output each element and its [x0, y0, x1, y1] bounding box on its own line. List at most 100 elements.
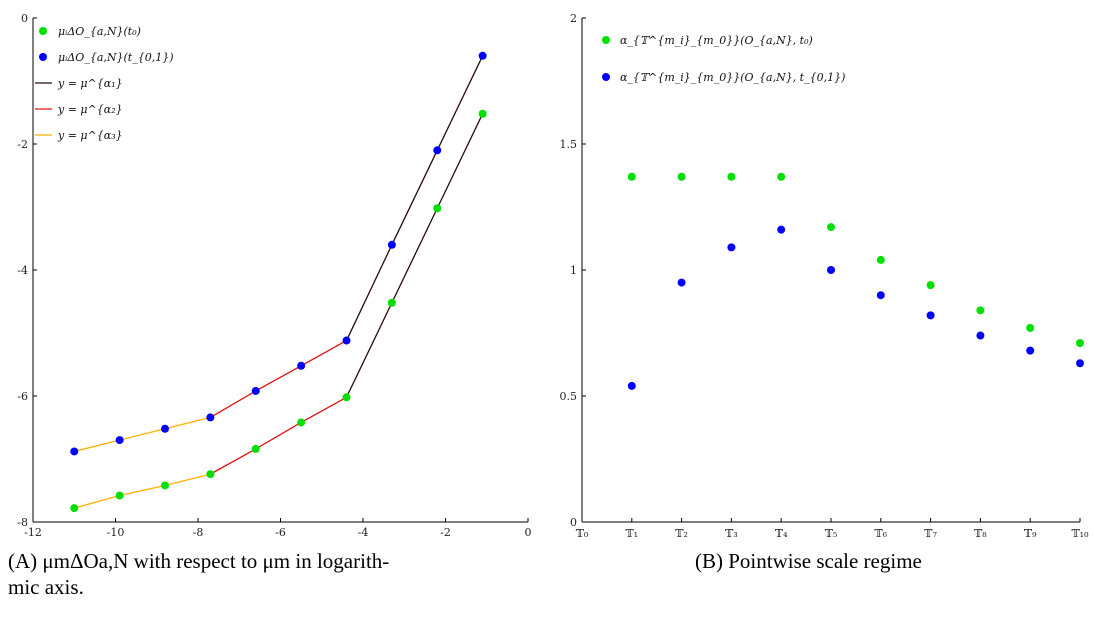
data-point	[297, 418, 306, 427]
legend-label: α_{𝕋^{m_i}_{m_0}}(O_{a,N}, t₀)	[620, 34, 813, 47]
data-point	[777, 225, 786, 234]
legend-label: y = μ^{α₂}	[57, 103, 123, 116]
chart-b-legend: α_{𝕋^{m_i}_{m_0}}(O_{a,N}, t₀) α_{𝕋^{m_i}…	[602, 34, 845, 84]
chart-a-data-points	[70, 51, 487, 513]
data-point	[206, 413, 215, 422]
data-point	[926, 281, 935, 290]
log-scale-line-chart: -12 -10 -8 -6 -4 -2 00-2-4-6-8 μᵢΔO_{a,N}(t₀)μ…	[17, 12, 531, 539]
data-point	[115, 491, 124, 500]
caption-b-text: Pointwise scale regime	[728, 549, 922, 573]
caption-b-tag: (B)	[695, 549, 723, 573]
data-point	[627, 172, 636, 181]
fit-line-y	[210, 396, 347, 475]
x-tick-label: 𝕋₁₀	[1071, 527, 1089, 540]
fit-line-y	[210, 339, 347, 418]
legend-label: y = μ^{α₃}	[57, 129, 123, 142]
data-point	[161, 481, 169, 490]
chart-b-axes: 𝕋₀ 𝕋₁ 𝕋₂ 𝕋₃ 𝕋₄ 𝕋₅ 𝕋₆ 𝕋₇ 𝕋₈ 𝕋₉ 𝕋₁₀ 0 0.5 1 1.5 2	[560, 12, 1090, 540]
legend-marker	[39, 53, 47, 61]
chart-a-fit-lines	[74, 55, 484, 509]
data-point	[976, 306, 985, 315]
data-point	[70, 447, 79, 456]
data-point	[115, 436, 124, 445]
data-point	[627, 381, 636, 390]
caption-a: (A) μmΔOa,N with respect to μm in logari…	[8, 548, 538, 600]
caption-a-tag: (A)	[8, 549, 38, 573]
x-tick-label: -8	[193, 526, 204, 539]
data-point	[161, 424, 169, 433]
y-tick-label: -6	[17, 390, 28, 403]
x-tick-label: 𝕋₂	[675, 527, 688, 540]
chart-a-axes: -12 -10 -8 -6 -4 -2 0 0 -2 -4 -6 -8	[17, 12, 531, 539]
legend-label: α_{𝕋^{m_i}_{m_0}}(O_{a,N}, t_{0,1})	[620, 71, 845, 84]
chart-a-legend: μᵢΔO_{a,N}(t₀) μᵢΔO_{a,N}(t_{0,1})y = μ^{…	[35, 25, 174, 142]
x-tick-label: -2	[440, 526, 451, 539]
data-point	[1026, 323, 1035, 332]
data-point	[677, 172, 686, 181]
y-tick-label: -8	[17, 516, 28, 529]
data-point	[433, 146, 442, 155]
y-tick-label: 0.5	[560, 390, 578, 403]
data-point	[251, 444, 260, 453]
data-point	[297, 361, 306, 370]
x-tick-label: -4	[358, 526, 369, 539]
data-point	[387, 298, 396, 307]
data-point	[876, 291, 885, 300]
data-point	[827, 266, 835, 274]
data-point	[478, 109, 487, 118]
legend-marker	[39, 27, 47, 35]
data-point	[342, 336, 351, 345]
x-tick-label: 𝕋₁	[625, 527, 638, 540]
y-tick-label: -2	[17, 138, 28, 151]
data-point	[677, 278, 686, 287]
y-tick-label: 0	[570, 516, 577, 529]
data-point	[206, 470, 215, 479]
y-tick-label: 1	[570, 264, 577, 277]
y-tick-label: -4	[17, 264, 28, 277]
x-tick-label: 𝕋₇	[924, 527, 937, 540]
legend-label: y = μ^{α₁}	[57, 77, 123, 90]
data-point	[251, 386, 260, 395]
data-point	[926, 311, 935, 320]
x-tick-label: 𝕋₀	[576, 527, 589, 540]
x-tick-label: -10	[107, 526, 125, 539]
data-point	[433, 204, 442, 213]
data-point	[777, 172, 786, 181]
caption-a-line2: mic axis.	[8, 575, 84, 599]
fit-line-y	[74, 473, 211, 509]
y-tick-label: 1.5	[560, 138, 578, 151]
data-point	[727, 243, 736, 252]
x-tick-label: -12	[24, 526, 42, 539]
data-point	[342, 393, 351, 402]
data-point	[976, 331, 985, 340]
y-tick-label: 2	[570, 12, 577, 25]
fit-line-y	[74, 416, 211, 453]
x-tick-label: 𝕋₆	[874, 527, 887, 540]
pointwise-scale-scatter-chart: 𝕋₀ 𝕋₁ 𝕋₂ 𝕋₃ 𝕋₄ 𝕋₅ 𝕋₆ 𝕋₇ 𝕋₈ 𝕋₉ 𝕋₁₀ 0 0.5 1 1.5 2 α_{𝕋^{m…	[560, 12, 1090, 540]
chart-b-data-points	[627, 172, 1084, 390]
data-point	[387, 240, 396, 249]
data-point	[1076, 339, 1084, 348]
x-tick-label: 𝕋₈	[974, 527, 987, 540]
data-point	[876, 255, 885, 264]
x-tick-label: 𝕋₃	[725, 527, 738, 540]
caption-a-line1: μmΔOa,N with respect to μm in logarith-	[42, 549, 390, 573]
fit-line-y	[345, 113, 484, 398]
data-point	[827, 223, 835, 232]
data-point	[478, 51, 487, 60]
legend-label: μᵢΔO_{a,N}(t₀)	[58, 25, 141, 38]
legend-label: μᵢΔO_{a,N}(t_{0,1})	[58, 51, 174, 64]
data-point	[1026, 346, 1035, 355]
data-point	[1076, 359, 1084, 368]
data-point	[727, 172, 736, 181]
x-tick-label: 0	[525, 526, 532, 539]
x-tick-label: -6	[275, 526, 286, 539]
y-tick-label: 0	[21, 12, 28, 25]
legend-marker	[602, 36, 610, 44]
x-tick-label: 𝕋₉	[1024, 527, 1037, 540]
x-tick-label: 𝕋₄	[775, 527, 788, 540]
data-point	[70, 504, 79, 513]
caption-b: (B) Pointwise scale regime	[695, 548, 922, 574]
legend-marker	[602, 73, 610, 81]
x-tick-label: 𝕋₅	[825, 527, 838, 540]
